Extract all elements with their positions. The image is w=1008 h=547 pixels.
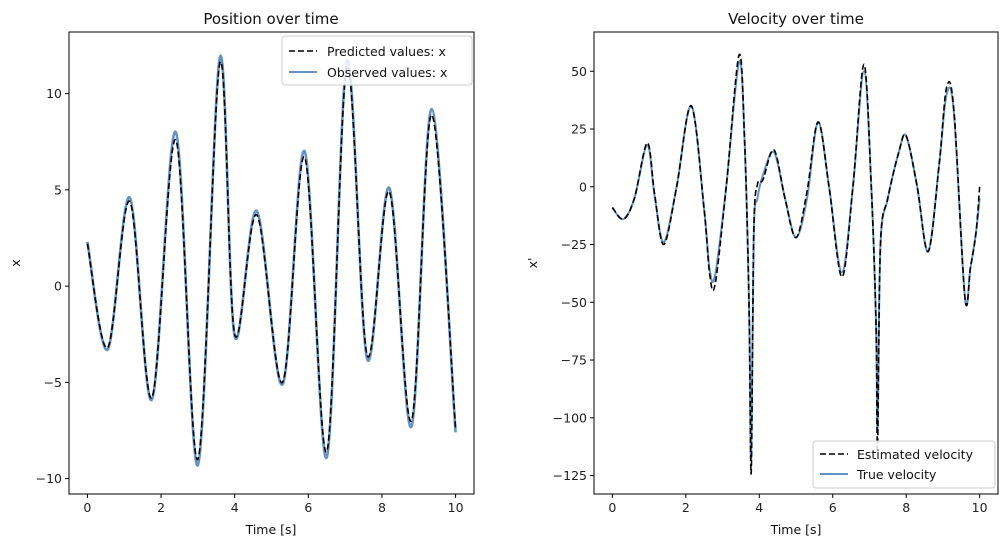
legend-label-estimated: Estimated velocity — [857, 447, 974, 462]
x-tick-label: 10 — [448, 500, 464, 515]
velocity-xlabel: Time [s] — [770, 522, 822, 537]
y-tick-label: −125 — [553, 468, 587, 483]
velocity-plot-area: 0 2 4 6 8 10 −125 −100 −75 −50 −25 0 25 50 — [553, 31, 999, 515]
y-tick-label: 10 — [46, 86, 62, 101]
solid-series-line — [86, 54, 457, 467]
position-ylabel: x — [8, 259, 23, 266]
axes-frame — [68, 31, 475, 495]
x-tick-label: 8 — [378, 500, 386, 515]
legend-label-true: True velocity — [856, 467, 937, 482]
velocity-ylabel: x' — [525, 258, 540, 269]
y-tick-label: 0 — [579, 179, 587, 194]
x-tick-label: 4 — [231, 500, 239, 515]
x-tick-label: 10 — [972, 500, 988, 515]
y-tick-label: −25 — [561, 237, 587, 252]
solid-series-line — [611, 60, 981, 461]
position-xlabel: Time [s] — [245, 522, 297, 537]
y-tick-label: 5 — [54, 182, 62, 197]
x-tick-label: 0 — [83, 500, 91, 515]
legend-label-predicted: Predicted values: x — [327, 44, 446, 59]
y-tick-label: 25 — [571, 122, 587, 137]
position-legend: Predicted values: x Observed values: x — [281, 35, 473, 86]
x-tick-label: 0 — [608, 500, 616, 515]
position-plot: Position over time Time [s] x 0 2 4 6 8 10 −10… — [8, 10, 475, 537]
legend-label-observed: Observed values: x — [327, 65, 447, 80]
y-tick-label: −75 — [561, 353, 587, 368]
y-tick-label: −5 — [44, 375, 62, 390]
velocity-legend: Estimated velocity True velocity — [812, 440, 996, 489]
x-tick-label: 6 — [304, 500, 312, 515]
dashed-series-line — [611, 53, 981, 475]
x-tick-label: 6 — [829, 500, 837, 515]
axes-frame — [593, 31, 999, 495]
y-tick-label: −10 — [36, 471, 62, 486]
y-tick-label: −100 — [553, 410, 587, 425]
legend-box — [281, 35, 473, 86]
legend-box — [812, 440, 996, 489]
y-tick-label: 0 — [54, 279, 62, 294]
y-tick-label: 50 — [571, 64, 587, 79]
x-tick-label: 2 — [157, 500, 165, 515]
y-tick-label: −50 — [561, 295, 587, 310]
dashed-series-line — [86, 61, 457, 461]
position-plot-area: 0 2 4 6 8 10 −10 −5 0 5 10 — [36, 31, 475, 515]
x-tick-label: 8 — [902, 500, 910, 515]
position-title: Position over time — [203, 10, 338, 28]
velocity-title: Velocity over time — [728, 10, 864, 28]
velocity-plot: Velocity over time Time [s] x' 0 2 4 6 8 10 −1… — [525, 10, 999, 537]
x-tick-label: 4 — [755, 500, 763, 515]
x-tick-label: 2 — [682, 500, 690, 515]
